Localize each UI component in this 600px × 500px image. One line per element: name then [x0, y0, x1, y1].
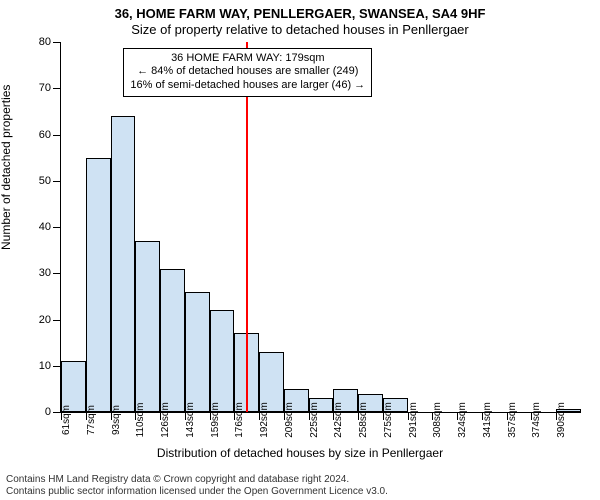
y-tick-label: 60 — [39, 129, 51, 141]
y-tick — [53, 412, 61, 413]
annotation-line: 16% of semi-detached houses are larger (… — [130, 79, 365, 93]
y-tick — [53, 366, 61, 367]
x-tick-label: 209sqm — [284, 402, 295, 438]
x-tick-label: 93sqm — [111, 405, 122, 435]
y-tick-label: 10 — [39, 360, 51, 372]
x-tick-label: 242sqm — [333, 402, 344, 438]
x-tick-label: 77sqm — [86, 405, 97, 435]
chart-title-main: 36, HOME FARM WAY, PENLLERGAER, SWANSEA,… — [0, 6, 600, 21]
x-tick-label: 126sqm — [160, 402, 171, 438]
histogram-bar — [160, 269, 185, 412]
x-tick-label: 275sqm — [383, 402, 394, 438]
chart-container: 36, HOME FARM WAY, PENLLERGAER, SWANSEA,… — [0, 0, 600, 500]
marker-line — [246, 42, 248, 412]
histogram-bar — [86, 158, 111, 412]
y-tick — [53, 42, 61, 43]
histogram-bar — [210, 310, 235, 412]
x-tick-label: 258sqm — [358, 402, 369, 438]
y-tick — [53, 273, 61, 274]
annotation-line: ← 84% of detached houses are smaller (24… — [130, 65, 365, 79]
histogram-bar — [185, 292, 210, 412]
histogram-bar — [111, 116, 136, 412]
x-tick-label: 374sqm — [531, 402, 542, 438]
plot-area: 0102030405060708061sqm77sqm93sqm110sqm12… — [60, 42, 581, 413]
x-tick-label: 357sqm — [507, 402, 518, 438]
y-tick-label: 80 — [39, 36, 51, 48]
x-tick-label: 341sqm — [482, 402, 493, 438]
x-tick-label: 159sqm — [210, 402, 221, 438]
y-tick-label: 0 — [45, 406, 51, 418]
footer-line-1: Contains HM Land Registry data © Crown c… — [6, 474, 388, 486]
annotation-line: 36 HOME FARM WAY: 179sqm — [130, 52, 365, 66]
y-tick-label: 20 — [39, 314, 51, 326]
x-tick-label: 390sqm — [556, 402, 567, 438]
x-tick-label: 291sqm — [408, 402, 419, 438]
y-axis-label: Number of detached properties — [0, 85, 13, 250]
y-tick — [53, 181, 61, 182]
x-tick-label: 308sqm — [432, 402, 443, 438]
footer-attribution: Contains HM Land Registry data © Crown c… — [6, 474, 388, 498]
chart-title-sub: Size of property relative to detached ho… — [0, 22, 600, 37]
x-tick-label: 225sqm — [309, 402, 320, 438]
x-tick-label: 110sqm — [135, 403, 146, 438]
x-tick-label: 176sqm — [234, 402, 245, 438]
y-tick — [53, 88, 61, 89]
y-tick-label: 70 — [39, 82, 51, 94]
y-tick-label: 40 — [39, 221, 51, 233]
x-tick-label: 61sqm — [61, 405, 72, 435]
histogram-bar — [135, 241, 160, 412]
footer-line-2: Contains public sector information licen… — [6, 486, 388, 498]
y-tick-label: 50 — [39, 175, 51, 187]
y-tick — [53, 320, 61, 321]
x-axis-label: Distribution of detached houses by size … — [0, 446, 600, 460]
y-tick-label: 30 — [39, 267, 51, 279]
x-tick-label: 324sqm — [457, 402, 468, 438]
x-tick-label: 143sqm — [185, 402, 196, 438]
annotation-box: 36 HOME FARM WAY: 179sqm← 84% of detache… — [123, 48, 372, 97]
y-tick — [53, 135, 61, 136]
x-tick-label: 192sqm — [259, 402, 270, 438]
y-tick — [53, 227, 61, 228]
